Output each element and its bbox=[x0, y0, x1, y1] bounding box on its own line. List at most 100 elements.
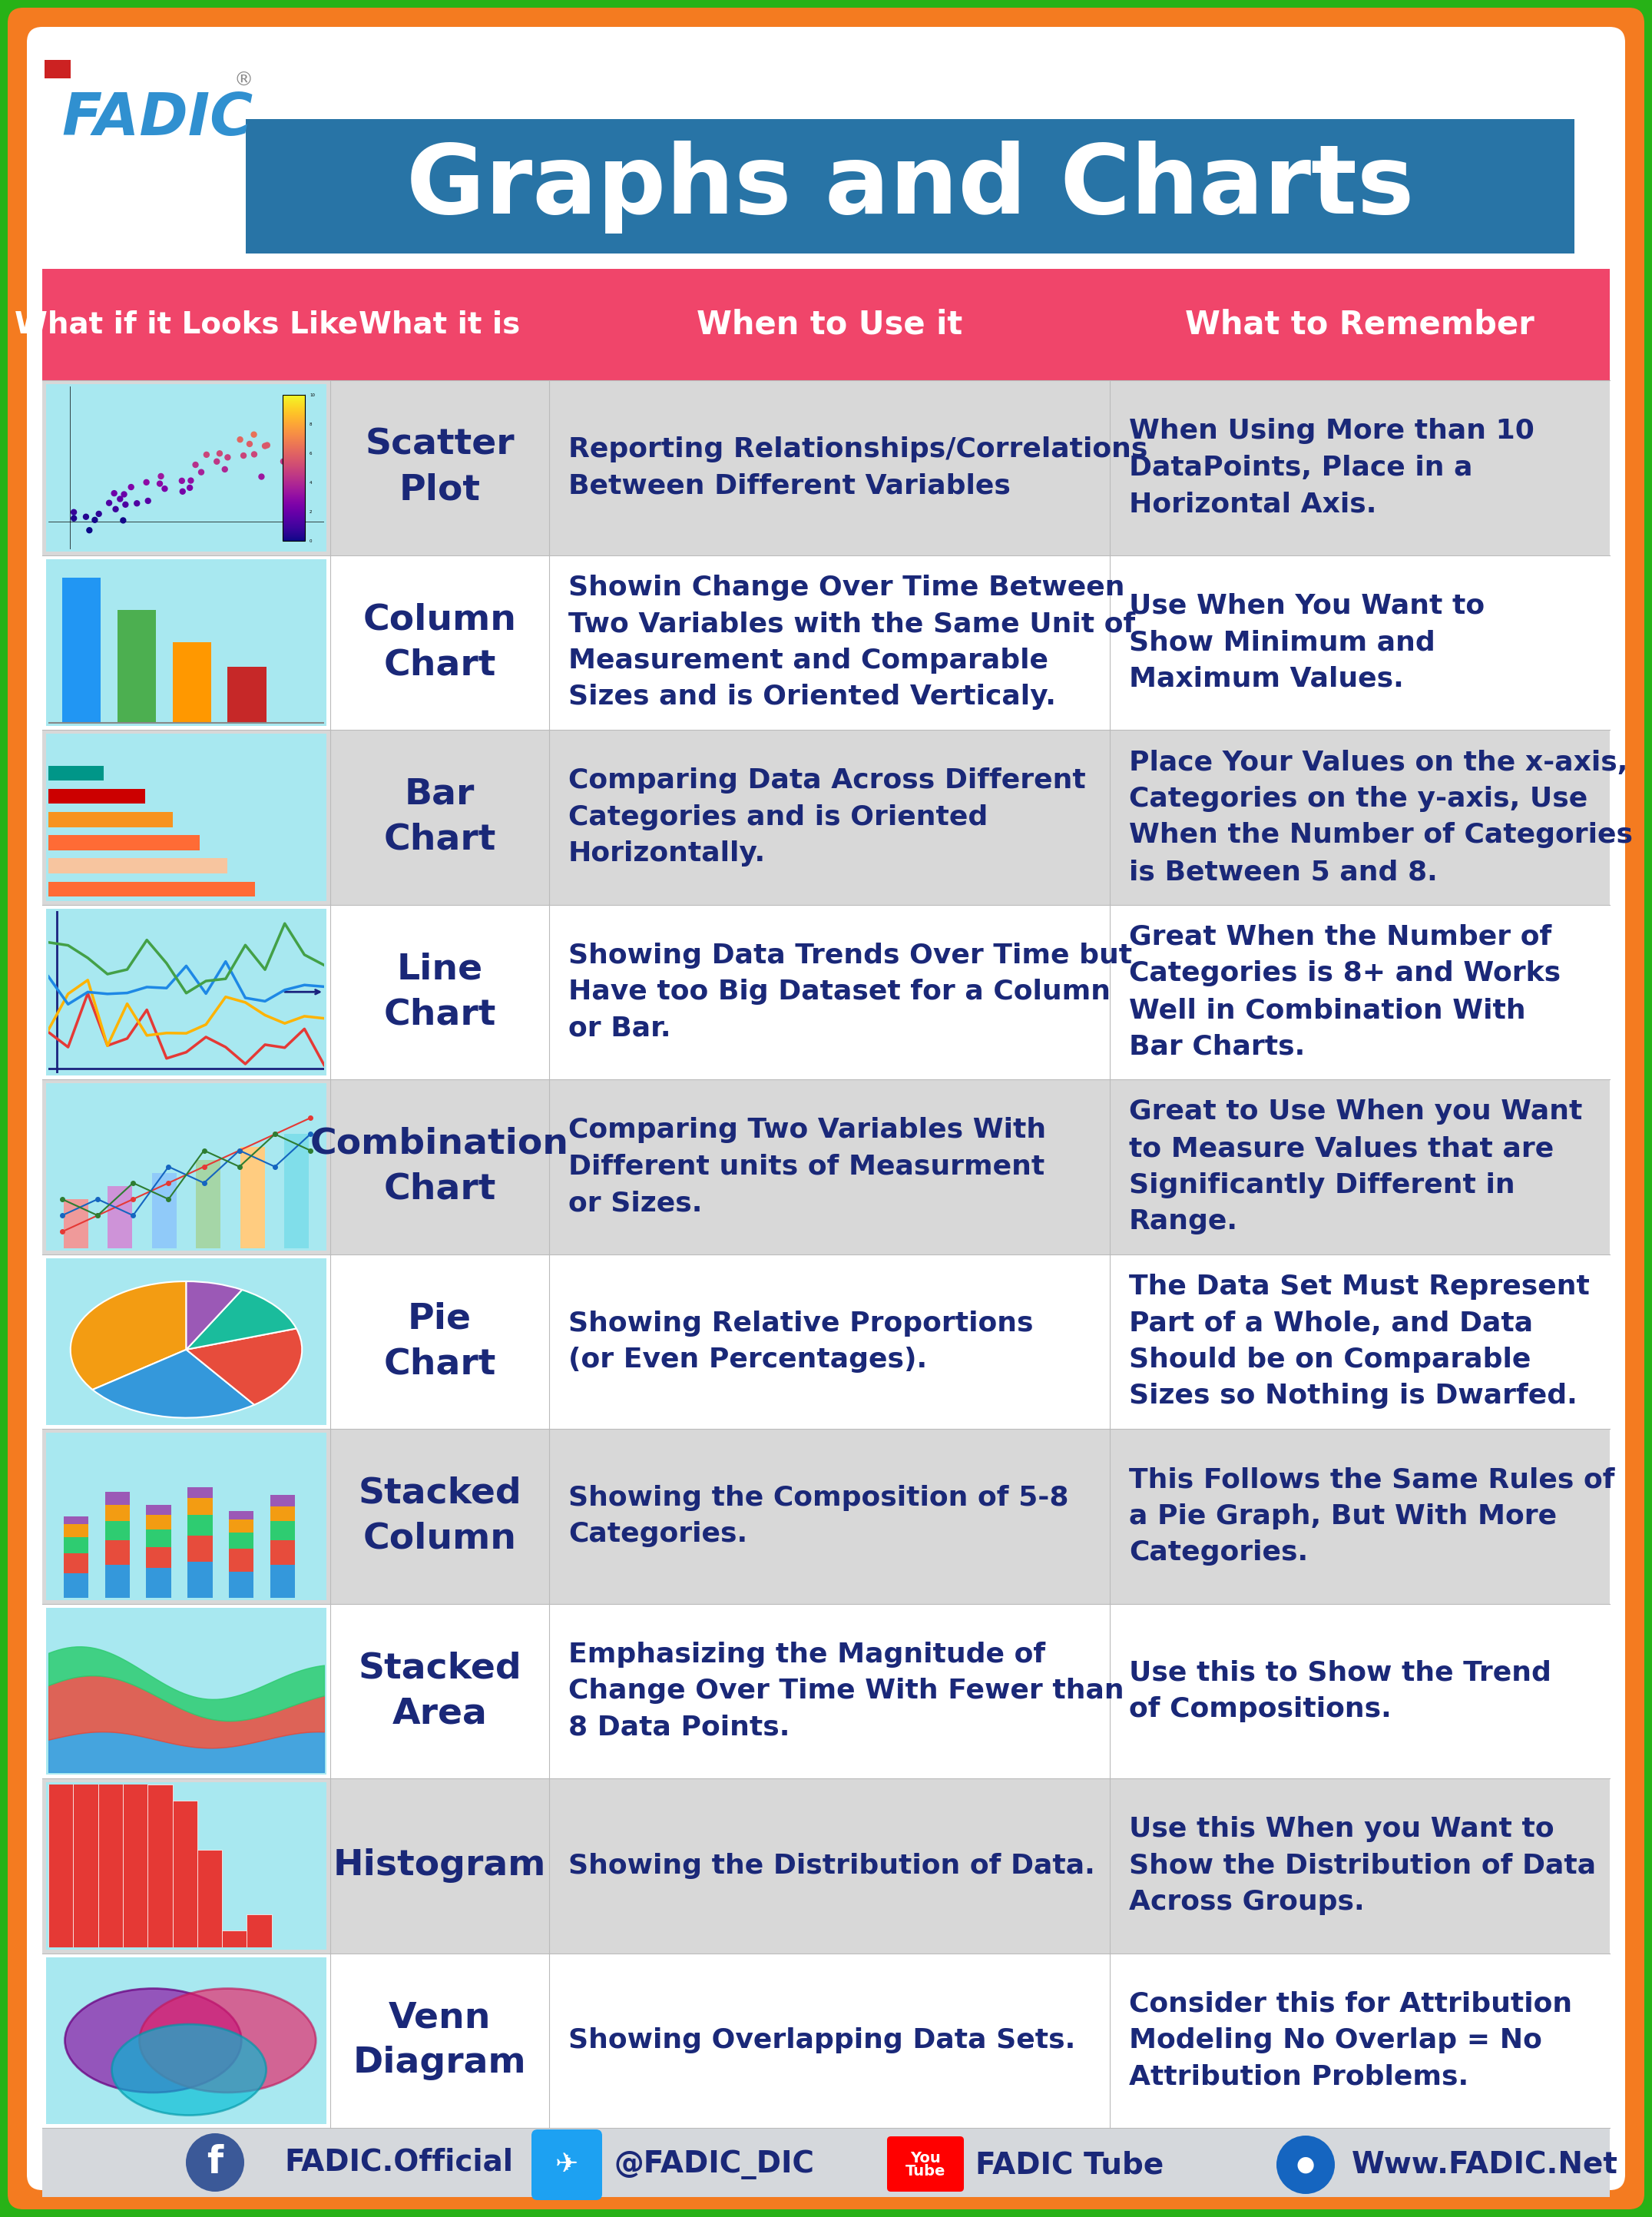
Wedge shape bbox=[71, 1281, 187, 1390]
Bar bbox=[73, 1102, 97, 1947]
Text: Showin Change Over Time Between
Two Variables with the Same Unit of
Measurement : Showin Change Over Time Between Two Vari… bbox=[568, 574, 1135, 709]
Point bbox=[112, 488, 139, 523]
Point bbox=[73, 499, 99, 534]
Bar bbox=[188, 1536, 213, 1561]
Bar bbox=[172, 1800, 197, 1947]
FancyBboxPatch shape bbox=[43, 905, 1609, 1080]
Text: What if it Looks Like: What if it Looks Like bbox=[15, 310, 358, 339]
Point bbox=[134, 466, 160, 501]
Bar bbox=[271, 1521, 296, 1541]
Point bbox=[124, 486, 150, 521]
Point bbox=[182, 448, 208, 483]
Text: Consider this for Attribution
Modeling No Overlap = No
Attribution Problems.: Consider this for Attribution Modeling N… bbox=[1128, 1991, 1573, 2091]
Point bbox=[254, 428, 281, 463]
Bar bbox=[63, 1554, 88, 1574]
FancyBboxPatch shape bbox=[43, 1080, 1609, 1255]
Text: FADIC Tube: FADIC Tube bbox=[975, 2150, 1163, 2179]
Bar bbox=[106, 1492, 131, 1505]
FancyBboxPatch shape bbox=[46, 1257, 327, 1426]
Bar bbox=[147, 1514, 172, 1530]
Text: Graphs and Charts: Graphs and Charts bbox=[406, 140, 1414, 233]
Circle shape bbox=[187, 2133, 244, 2193]
Point bbox=[61, 501, 88, 537]
Text: Reporting Relationships/Correlations
Between Different Variables: Reporting Relationships/Correlations Bet… bbox=[568, 437, 1148, 499]
Bar bbox=[106, 1565, 131, 1598]
Text: Stacked
Area: Stacked Area bbox=[358, 1652, 522, 1731]
Bar bbox=[107, 1186, 132, 1248]
FancyBboxPatch shape bbox=[45, 60, 71, 78]
Text: Great When the Number of
Categories is 8+ and Works
Well in Combination With
Bar: Great When the Number of Categories is 8… bbox=[1128, 924, 1561, 1060]
FancyBboxPatch shape bbox=[43, 1603, 1609, 1778]
Bar bbox=[48, 789, 145, 805]
Bar bbox=[63, 1574, 88, 1598]
Bar bbox=[240, 1146, 264, 1248]
Point bbox=[211, 452, 238, 488]
Bar bbox=[172, 643, 211, 723]
Bar bbox=[117, 610, 155, 723]
Point bbox=[193, 437, 220, 472]
Wedge shape bbox=[187, 1281, 243, 1350]
Bar bbox=[152, 1173, 177, 1248]
Circle shape bbox=[139, 1989, 316, 2093]
Text: ®: ® bbox=[235, 71, 253, 91]
Bar bbox=[63, 1525, 88, 1536]
Text: FADIC: FADIC bbox=[61, 91, 253, 149]
Point bbox=[236, 426, 263, 461]
FancyBboxPatch shape bbox=[46, 1084, 327, 1250]
Bar bbox=[48, 811, 172, 827]
Bar bbox=[48, 778, 73, 1947]
Text: Emphasizing the Magnitude of
Change Over Time With Fewer than
8 Data Points.: Emphasizing the Magnitude of Change Over… bbox=[568, 1641, 1123, 1740]
Point bbox=[241, 437, 268, 472]
Text: What to Remember: What to Remember bbox=[1184, 308, 1535, 341]
Point bbox=[152, 470, 178, 505]
Text: Showing Relative Proportions
(or Even Percentages).: Showing Relative Proportions (or Even Pe… bbox=[568, 1310, 1034, 1372]
Text: The Data Set Must Represent
Part of a Whole, and Data
Should be on Comparable
Si: The Data Set Must Represent Part of a Wh… bbox=[1128, 1273, 1589, 1410]
Point bbox=[215, 439, 241, 474]
FancyBboxPatch shape bbox=[43, 1953, 1609, 2128]
Bar bbox=[188, 1488, 213, 1499]
Bar bbox=[63, 1516, 88, 1525]
Bar bbox=[271, 1565, 296, 1598]
FancyBboxPatch shape bbox=[887, 2137, 963, 2193]
Bar bbox=[48, 882, 254, 896]
Wedge shape bbox=[187, 1328, 302, 1406]
Point bbox=[102, 492, 129, 528]
Bar bbox=[106, 1521, 131, 1541]
Bar bbox=[221, 1931, 246, 1947]
Bar bbox=[284, 1135, 309, 1248]
FancyBboxPatch shape bbox=[46, 559, 327, 725]
Text: Showing the Distribution of Data.: Showing the Distribution of Data. bbox=[568, 1853, 1095, 1878]
Bar bbox=[230, 1572, 254, 1598]
FancyBboxPatch shape bbox=[246, 120, 1574, 253]
Text: Line
Chart: Line Chart bbox=[383, 951, 496, 1031]
Bar bbox=[48, 836, 200, 851]
FancyBboxPatch shape bbox=[43, 729, 1609, 905]
Bar bbox=[197, 1849, 221, 1947]
Text: Comparing Two Variables With
Different units of Measurment
or Sizes.: Comparing Two Variables With Different u… bbox=[568, 1117, 1046, 1217]
Bar bbox=[188, 1561, 213, 1598]
Text: Histogram: Histogram bbox=[334, 1849, 547, 1882]
Text: Use When You Want to
Show Minimum and
Maximum Values.: Use When You Want to Show Minimum and Ma… bbox=[1128, 592, 1485, 692]
FancyBboxPatch shape bbox=[46, 384, 327, 552]
Text: Column
Chart: Column Chart bbox=[363, 603, 517, 683]
Circle shape bbox=[1277, 2135, 1335, 2195]
Bar bbox=[147, 1567, 172, 1598]
FancyBboxPatch shape bbox=[46, 1958, 327, 2124]
Point bbox=[271, 443, 297, 479]
Bar bbox=[147, 1785, 172, 1947]
Text: ●: ● bbox=[1297, 2155, 1315, 2175]
Bar bbox=[197, 1159, 221, 1248]
Circle shape bbox=[112, 2024, 266, 2115]
Text: Combination
Chart: Combination Chart bbox=[311, 1126, 568, 1206]
Text: When Using More than 10
DataPoints, Place in a
Horizontal Axis.: When Using More than 10 DataPoints, Plac… bbox=[1128, 419, 1535, 517]
Bar bbox=[188, 1499, 213, 1514]
Point bbox=[251, 428, 278, 463]
Bar bbox=[271, 1494, 296, 1508]
FancyBboxPatch shape bbox=[46, 1782, 327, 1949]
Bar bbox=[188, 1514, 213, 1536]
Bar bbox=[271, 1541, 296, 1565]
Point bbox=[177, 470, 203, 505]
Bar bbox=[147, 1530, 172, 1547]
Text: f: f bbox=[206, 2144, 223, 2182]
Point bbox=[111, 503, 137, 539]
